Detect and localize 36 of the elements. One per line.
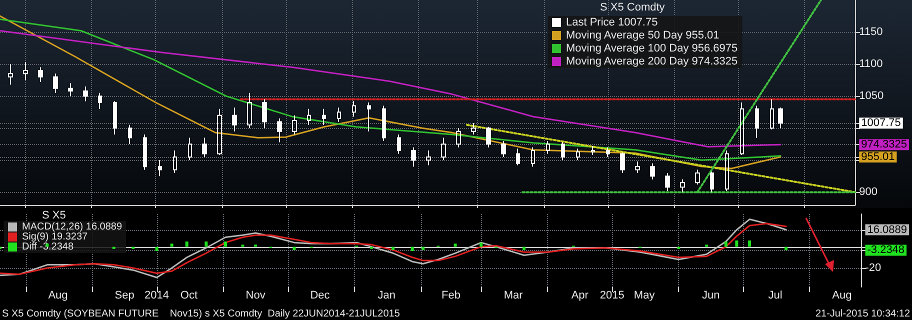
legend-label: MACD(12,26) 16.0889 xyxy=(22,222,122,232)
legend-label: Moving Average 50 Day 955.01 xyxy=(566,30,720,42)
x-tick-label: Aug xyxy=(48,290,68,302)
y-tick-label: 1100 xyxy=(859,58,883,70)
y-tick-label: 1150 xyxy=(859,26,883,38)
x-tick-label: Apr xyxy=(571,290,589,302)
x-tick-label: Feb xyxy=(442,290,461,302)
x-tick-label: May xyxy=(634,290,656,302)
legend-label: Diff -3.2348 xyxy=(22,242,74,252)
y-tick-label: 955.01 xyxy=(861,150,895,163)
x-tick-label: Oct xyxy=(180,290,198,302)
legend-label: Moving Average 200 Day 974.3325 xyxy=(566,56,738,68)
x-tick-label: Nov xyxy=(246,290,266,302)
x-tick-label: Jul xyxy=(768,290,782,302)
y-tick-label: 16.0889 xyxy=(867,224,908,236)
y-tick-label: -20 xyxy=(865,262,882,274)
y-tick-label: 1007.75 xyxy=(861,117,901,130)
y-tick-label: 974.3325 xyxy=(861,138,908,151)
legend-label: Sig(9) 19.3237 xyxy=(22,232,88,242)
legend-title: S X5 xyxy=(42,210,66,222)
text: S X5 Comdty (SOYBEAN FUTURE Nov15) s X5 Comdty Daily 22JUN2014-21JUL2015 xyxy=(2,308,400,320)
x-tick-label: Jun xyxy=(702,290,720,302)
x-tick-label: Sep xyxy=(114,290,134,302)
legend-title: S X5 Comdty xyxy=(600,2,666,14)
x-tick-label: Mar xyxy=(504,290,524,302)
x-tick-label: Jan xyxy=(378,290,396,302)
y-tick-label: 900 xyxy=(859,186,878,198)
x-tick-label: Dec xyxy=(310,290,330,302)
x-tick-label: 2015 xyxy=(600,290,624,302)
legend-label: Moving Average 100 Day 956.6975 xyxy=(566,42,738,54)
x-tick-label: 2014 xyxy=(144,290,170,302)
text: 21-Jul-2015 10:34:12 xyxy=(815,308,910,320)
y-tick-label: -3.2348 xyxy=(867,244,905,256)
y-tick-label: 1050 xyxy=(859,90,884,102)
legend-label: Last Price 1007.75 xyxy=(566,16,658,28)
x-tick-label: Aug xyxy=(832,290,852,302)
